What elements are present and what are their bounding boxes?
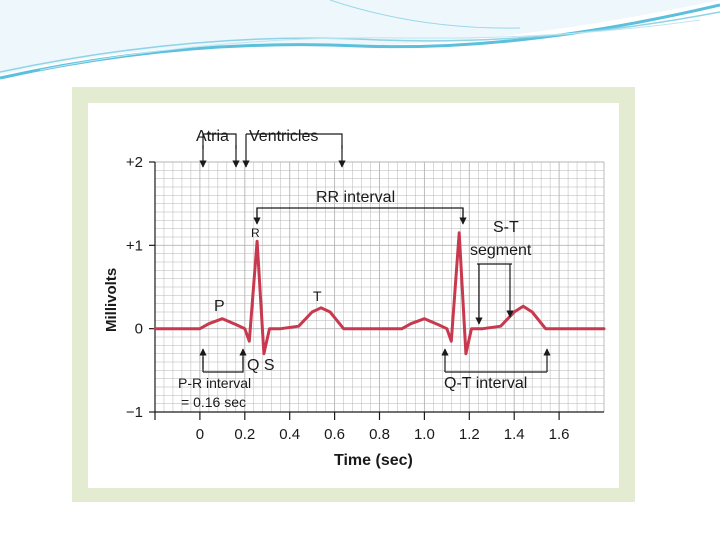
y-tick-label: 0 xyxy=(135,321,143,338)
x-tick-label: 0.4 xyxy=(279,426,300,443)
label-pr-interval: P-R interval xyxy=(178,375,251,391)
label-t-wave: T xyxy=(313,288,322,304)
y-tick-label: +1 xyxy=(126,237,143,254)
label-qs: Q S xyxy=(247,357,275,374)
label-p-wave: P xyxy=(214,298,225,315)
label-qt-interval: Q-T interval xyxy=(444,375,527,392)
x-tick-label: 1.0 xyxy=(414,426,435,443)
annotation-arrows xyxy=(199,133,551,373)
y-tick-label: −1 xyxy=(126,404,143,421)
label-st-line1: S-T xyxy=(493,219,519,236)
label-rr-interval: RR interval xyxy=(316,189,395,206)
label-ventricles: Ventricles xyxy=(249,128,318,145)
x-tick-label: 0.6 xyxy=(324,426,345,443)
x-tick-label: 0 xyxy=(196,426,204,443)
y-axis-title: Millivolts xyxy=(103,268,120,332)
x-tick-label: 1.4 xyxy=(504,426,525,443)
header-swoosh-decoration xyxy=(0,0,720,80)
x-tick-label: 1.2 xyxy=(459,426,480,443)
y-tick-label: +2 xyxy=(126,154,143,171)
label-atria: Atria xyxy=(196,128,229,145)
label-r-wave: R xyxy=(251,226,260,240)
ecg-chart: +2 +1 0 −1 0 0.2 0.4 0.6 0.8 1.0 1.2 1.4 1.6 Atria V… xyxy=(103,128,606,469)
x-tick-label: 1.6 xyxy=(549,426,570,443)
x-axis-title: Time (sec) xyxy=(334,452,413,469)
ecg-series-line xyxy=(153,231,606,356)
label-pr-duration: = 0.16 sec xyxy=(181,394,246,410)
axes: +2 +1 0 −1 0 0.2 0.4 0.6 0.8 1.0 1.2 1.4 1.6 xyxy=(126,154,604,443)
label-st-line2: segment xyxy=(470,242,532,259)
ecg-trace xyxy=(153,231,606,356)
x-tick-label: 0.2 xyxy=(234,426,255,443)
x-tick-label: 0.8 xyxy=(369,426,390,443)
